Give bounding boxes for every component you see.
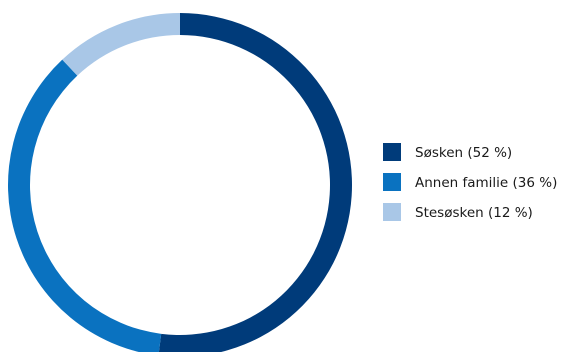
legend-item-sosken: Søsken (52 %) — [383, 143, 512, 161]
legend-swatch — [383, 173, 401, 191]
legend-label: Annen familie (36 %) — [415, 175, 557, 191]
slice-sosken — [158, 13, 352, 352]
legend-swatch — [383, 203, 401, 221]
legend-label: Søsken (52 %) — [415, 145, 512, 161]
legend-item-stesosken: Stesøsken (12 %) — [383, 203, 533, 221]
slice-stesosken — [62, 13, 180, 76]
legend-swatch — [383, 143, 401, 161]
legend: Søsken (52 %) Annen familie (36 %) Stesøsk… — [383, 143, 557, 221]
legend-item-annen-familie: Annen familie (36 %) — [383, 173, 557, 191]
donut-slices — [7, 13, 352, 352]
slice-annen-familie — [7, 59, 162, 352]
legend-label: Stesøsken (12 %) — [415, 205, 533, 221]
